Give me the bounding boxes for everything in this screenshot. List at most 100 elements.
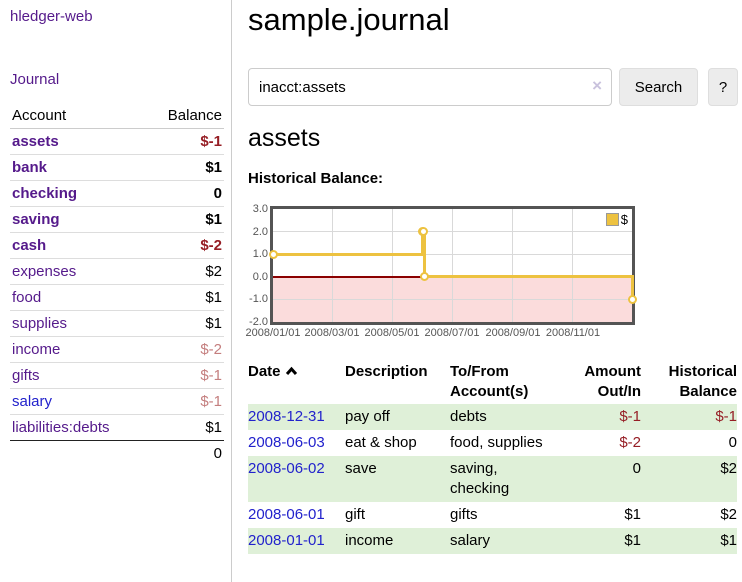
page-title: sample.journal	[248, 2, 450, 37]
account-balance: $-1	[200, 367, 222, 384]
transaction-balance: $1	[720, 532, 737, 549]
account-row: checking 0	[10, 180, 224, 207]
transaction-date-link[interactable]: 2008-06-02	[248, 460, 325, 477]
transaction-description: save	[345, 460, 377, 477]
transaction-date-link[interactable]: 2008-06-01	[248, 506, 325, 523]
transaction-row: 2008-06-02 save saving, checking 0 $2	[248, 456, 737, 502]
account-page-title: assets	[248, 124, 321, 152]
account-link-bank[interactable]: bank	[12, 159, 48, 176]
account-link-income[interactable]: income	[12, 341, 61, 358]
account-link-liabilities-debts[interactable]: liabilities:debts	[12, 419, 110, 436]
chart-vgrid	[331, 209, 333, 322]
clear-search-icon[interactable]: ×	[592, 76, 602, 95]
date-header-label: Date	[248, 363, 281, 380]
account-link-food[interactable]: food	[12, 289, 42, 306]
chart-vgrid	[391, 209, 393, 322]
chart-ylab: -1.0	[249, 293, 268, 306]
transaction-description: pay off	[345, 408, 390, 425]
chart-ylab: 1.0	[252, 248, 268, 261]
account-link-salary[interactable]: salary	[12, 393, 53, 410]
account-balance: $1	[205, 419, 222, 436]
chart-legend: $	[605, 212, 628, 227]
chart-seg	[424, 275, 632, 279]
accounts-header-row: Account Balance	[10, 104, 224, 129]
help-button[interactable]: ?	[708, 68, 738, 106]
account-link-gifts[interactable]: gifts	[12, 367, 40, 384]
chart-plot-area: $	[268, 206, 637, 325]
chart-vgrid	[451, 209, 453, 322]
transaction-date-link[interactable]: 2008-06-03	[248, 434, 325, 451]
chart-marker	[419, 272, 429, 282]
accounts-total-balance: 0	[213, 445, 222, 462]
account-balance: $-2	[200, 237, 222, 254]
chart-title: Historical Balance:	[248, 170, 384, 187]
transaction-amount: $-1	[619, 408, 641, 425]
account-link-cash[interactable]: cash	[12, 237, 47, 254]
transaction-accounts: food, supplies	[450, 434, 543, 451]
account-balance: $-2	[200, 341, 222, 358]
account-balance: $1	[205, 315, 222, 332]
chart-hgrid	[273, 253, 632, 255]
register-header-row: Date Description To/From Account(s) Amou…	[248, 360, 737, 404]
account-row: gifts $-1	[10, 362, 224, 389]
sidebar-item-journal[interactable]: Journal	[10, 71, 60, 88]
account-row: liabilities:debts $1	[10, 414, 224, 441]
historical-balance-chart: $ 2008/01/01 2008/03/01 2008/05/01 2008/07/…	[245, 200, 742, 348]
account-link-saving[interactable]: saving	[12, 211, 60, 228]
chart-ylab: 2.0	[252, 225, 268, 238]
account-link-assets[interactable]: assets	[12, 133, 59, 150]
transaction-row: 2008-06-01 gift gifts $1 $2	[248, 502, 737, 528]
register-table: Date Description To/From Account(s) Amou…	[248, 360, 737, 554]
chart-xlab: 2008/05/01	[364, 327, 420, 339]
accounts-header-balance: Balance	[146, 104, 224, 129]
chart-seg	[630, 275, 634, 301]
register-header-description: Description	[345, 363, 428, 380]
account-row: salary $-1	[10, 388, 224, 415]
chart-seg	[273, 252, 423, 256]
account-link-expenses[interactable]: expenses	[12, 263, 77, 280]
account-row: income $-2	[10, 336, 224, 363]
accounts-table: Account Balance assets $-1 bank $1 check…	[10, 104, 224, 466]
transaction-row: 2008-12-31 pay off debts $-1 $-1	[248, 404, 737, 430]
transaction-description: eat & shop	[345, 434, 417, 451]
transaction-date-link[interactable]: 2008-12-31	[248, 408, 325, 425]
chart-ylab: -2.0	[249, 316, 268, 328]
app-title-link[interactable]: hledger-web	[10, 8, 93, 25]
chart-vgrid	[572, 209, 574, 322]
chart-marker	[627, 294, 637, 304]
account-balance: $1	[205, 211, 222, 228]
series-label: $	[620, 212, 628, 227]
register-header-date[interactable]: Date	[248, 360, 345, 404]
chart-marker	[268, 249, 278, 259]
transaction-description: gift	[345, 506, 366, 523]
account-balance: $-1	[200, 393, 222, 410]
chart-hgrid	[273, 231, 632, 233]
main-content: sample.journal × Search ? assets Histori…	[245, 0, 742, 582]
transaction-row: 2008-01-01 income salary $1 $1	[248, 528, 737, 554]
account-row: expenses $2	[10, 258, 224, 285]
chart-xlab: 2008/11/01	[545, 327, 601, 339]
account-row: cash $-2	[10, 232, 224, 259]
account-balance: 0	[213, 185, 222, 202]
series-color-swatch	[605, 213, 619, 226]
transaction-balance: 0	[728, 434, 737, 451]
chart-ylab: 3.0	[252, 203, 268, 215]
search-form: × Search ?	[248, 68, 738, 106]
account-row: saving $1	[10, 206, 224, 233]
transaction-accounts: gifts	[450, 506, 478, 523]
accounts-total-row: 0	[10, 440, 224, 467]
chart-xlab: 2008/09/01	[485, 327, 541, 339]
transaction-balance: $-1	[715, 408, 737, 425]
chart-ylab: 0.0	[252, 270, 268, 283]
sort-ascending-icon	[285, 363, 298, 380]
register-header-amount: Amount Out/In	[584, 363, 641, 400]
chart-vgrid	[512, 209, 514, 322]
transaction-date-link[interactable]: 2008-01-01	[248, 532, 325, 549]
account-link-supplies[interactable]: supplies	[12, 315, 68, 332]
transaction-amount: 0	[632, 460, 641, 477]
transaction-balance: $2	[720, 460, 737, 477]
account-link-checking[interactable]: checking	[12, 185, 78, 202]
search-input[interactable]	[248, 68, 612, 106]
search-button[interactable]: Search	[619, 68, 698, 106]
